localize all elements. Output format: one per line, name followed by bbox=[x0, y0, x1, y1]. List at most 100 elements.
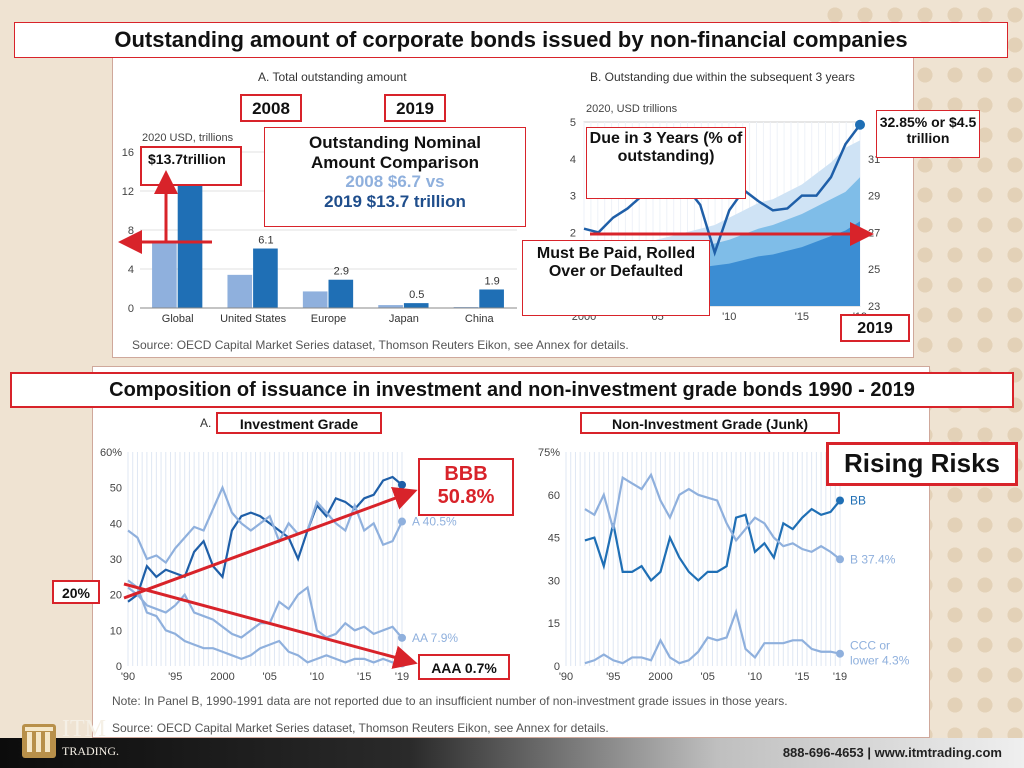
nig-series-label: B 37.4% bbox=[850, 552, 896, 566]
nig-xtick-label: 2000 bbox=[648, 671, 672, 683]
legend-2019: 2019 bbox=[396, 99, 434, 118]
bar-2019 bbox=[253, 248, 278, 308]
nig-ytick-label: 45 bbox=[548, 533, 560, 545]
section2-title-box: Composition of issuance in investment an… bbox=[10, 372, 1014, 408]
bar-ytick-label: 4 bbox=[128, 264, 134, 276]
bar-2008 bbox=[378, 305, 403, 308]
ig-xtick-label: '15 bbox=[357, 671, 371, 683]
bar-data-label: 6.1 bbox=[258, 235, 273, 247]
ig-xtick-label: '10 bbox=[310, 671, 324, 683]
nig-label-box: Non-Investment Grade (Junk) bbox=[580, 412, 840, 434]
area-y2tick-label: 25 bbox=[868, 264, 880, 276]
ig-end-marker bbox=[398, 633, 406, 642]
year-2019-callout: 2019 bbox=[840, 314, 910, 342]
bar-2019 bbox=[479, 289, 504, 308]
bar-ytick-label: 0 bbox=[128, 303, 134, 315]
header-title: Outstanding amount of corporate bonds is… bbox=[114, 27, 908, 52]
nig-ytick-label: 60 bbox=[548, 490, 560, 502]
nig-end-marker bbox=[836, 496, 844, 505]
area-y2tick-label: 23 bbox=[868, 301, 880, 313]
comparison-callout: Outstanding Nominal Amount Comparison 20… bbox=[264, 127, 526, 227]
area-ytick-label: 4 bbox=[570, 154, 576, 166]
nig-series-1 bbox=[584, 472, 841, 561]
ig-series-label: AA 7.9% bbox=[412, 631, 458, 645]
panel-b-title: B. Outstanding due within the subsequent… bbox=[590, 70, 855, 84]
twenty-callout-text: 20% bbox=[61, 585, 91, 601]
bar-2008 bbox=[227, 274, 253, 308]
pct-outstanding-text: 32.85% or $4.5 trillion bbox=[879, 114, 977, 147]
footer-contact: 888-696-4653 | www.itmtrading.com bbox=[782, 745, 1002, 760]
ig-xtick-label: 2000 bbox=[210, 671, 234, 683]
bar-category-label: United States bbox=[220, 313, 287, 325]
nig-series-label: BB bbox=[850, 494, 866, 508]
ig-xtick-label: '90 bbox=[121, 671, 135, 683]
nig-xtick-label: '15 bbox=[795, 671, 809, 683]
bottom-source: Source: OECD Capital Market Series datas… bbox=[112, 721, 609, 735]
ig-prefix: A. bbox=[200, 416, 212, 430]
comparison-line-4: 2019 $13.7 trillion bbox=[324, 191, 466, 211]
due-3-years-text: Due in 3 Years (% of outstanding) bbox=[589, 130, 743, 166]
ig-end-marker bbox=[398, 659, 406, 668]
ig-xtick-label: '19 bbox=[395, 671, 409, 683]
bbb-callout: BBB 50.8% bbox=[418, 458, 514, 516]
ig-ytick-label: 20 bbox=[110, 590, 122, 602]
bar-data-label: 2.9 bbox=[334, 266, 349, 278]
nig-xtick-label: '05 bbox=[701, 671, 715, 683]
rising-risks-callout: Rising Risks bbox=[826, 442, 1018, 486]
nig-series-2 bbox=[584, 608, 841, 665]
area-end-marker bbox=[855, 119, 865, 130]
ig-ytick-label: 60% bbox=[100, 447, 122, 459]
nig-xtick-label: '90 bbox=[559, 671, 573, 683]
legend-2008: 2008 bbox=[252, 99, 290, 118]
bar-chart-unit: 2020 USD, trillions bbox=[142, 132, 234, 144]
nig-ytick-label: 30 bbox=[548, 575, 560, 587]
nig-end-marker bbox=[836, 555, 844, 564]
non-investment-grade-chart: 0 15 30 45 60 75% '90 '95 2000 '05 '10 '15 '19 BB B 37… bbox=[538, 447, 910, 683]
area-xtick-label: '15 bbox=[795, 311, 809, 323]
nig-end-marker bbox=[836, 649, 844, 658]
nig-series-label-line: CCC or bbox=[850, 639, 890, 653]
area-y2tick-label: 29 bbox=[868, 191, 880, 203]
bar-2008 bbox=[152, 242, 177, 308]
bar-ytick-label: 8 bbox=[128, 225, 134, 237]
bar-category-label: Japan bbox=[389, 313, 419, 325]
bar-data-label: 1.9 bbox=[484, 275, 499, 287]
logo-pillar-icon bbox=[22, 724, 56, 758]
must-pay-callout: Must Be Paid, Rolled Over or Defaulted bbox=[522, 240, 710, 316]
aaa-callout: AAA 0.7% bbox=[418, 654, 510, 680]
area-pct-line bbox=[583, 124, 861, 257]
bar-2019 bbox=[328, 279, 354, 308]
ig-series-label: A 40.5% bbox=[412, 515, 457, 529]
bar-category-label: China bbox=[465, 313, 495, 325]
bar-2019 bbox=[177, 174, 203, 308]
nig-series-0 bbox=[584, 499, 841, 583]
top-source: Source: OECD Capital Market Series datas… bbox=[132, 338, 629, 352]
ig-ytick-label: 50 bbox=[110, 483, 122, 495]
ig-ytick-label: 40 bbox=[110, 518, 122, 530]
header-title-box: Outstanding amount of corporate bonds is… bbox=[14, 22, 1008, 58]
area-xtick-label: '10 bbox=[722, 311, 736, 323]
legend-2019-callout: 2019 bbox=[384, 94, 446, 122]
investment-grade-chart: 0 10 20 30 40 50 60% '90 '95 2000 '05 '10 '15 '19 A 40… bbox=[100, 447, 458, 683]
bar-ytick-label: 12 bbox=[122, 186, 134, 198]
area-y2tick-label: 27 bbox=[868, 227, 880, 239]
bar-ytick-label: 16 bbox=[122, 147, 134, 159]
year-2019-text: 2019 bbox=[857, 320, 893, 337]
logo-text: ITM bbox=[62, 716, 106, 742]
comparison-line-3: 2008 $6.7 vs bbox=[345, 172, 445, 192]
ig-label-box: Investment Grade bbox=[216, 412, 382, 434]
itm-logo: ITM TRADING. bbox=[18, 712, 138, 764]
legend-2008-callout: 2008 bbox=[240, 94, 302, 122]
rising-risks-text: Rising Risks bbox=[843, 448, 1001, 478]
ig-xtick-label: '95 bbox=[168, 671, 182, 683]
bottom-note: Note: In Panel B, 1990-1991 data are not… bbox=[112, 694, 788, 708]
due-3-years-callout: Due in 3 Years (% of outstanding) bbox=[586, 127, 746, 199]
area-ytick-label: 2 bbox=[570, 227, 576, 239]
comparison-line-2: Amount Comparison bbox=[310, 152, 480, 172]
area-chart-unit: 2020, USD trillions bbox=[586, 103, 678, 115]
ig-label: Investment Grade bbox=[239, 416, 359, 432]
nig-ytick-label: 15 bbox=[548, 618, 560, 630]
bar-2008 bbox=[302, 291, 328, 308]
ig-end-marker bbox=[398, 517, 406, 526]
aaa-callout-text: AAA 0.7% bbox=[431, 660, 497, 676]
